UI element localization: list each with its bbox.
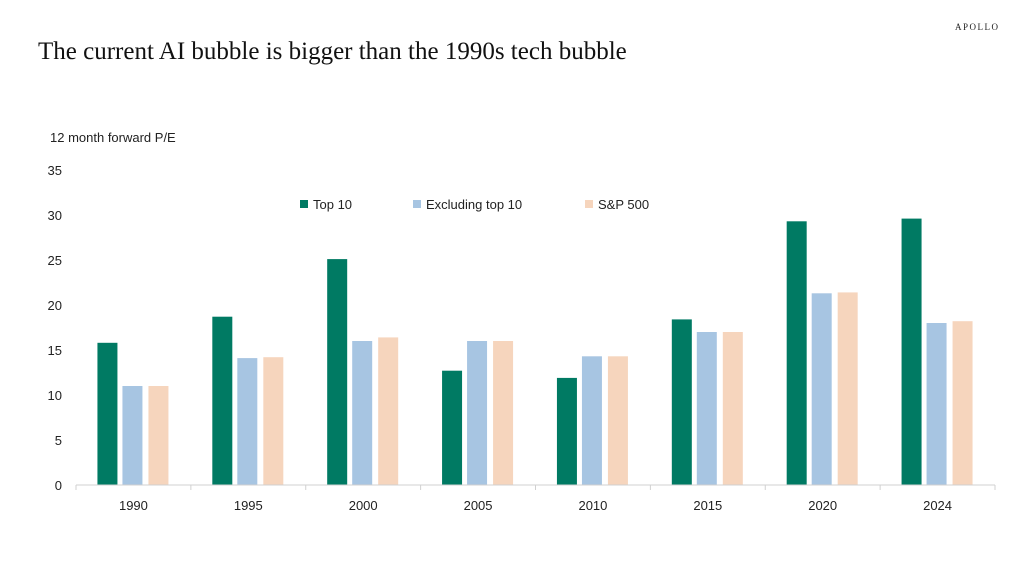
bar-s-p-500-2005 (493, 341, 514, 485)
y-tick-label: 15 (48, 343, 62, 358)
y-tick-label: 35 (48, 163, 62, 178)
legend-label: Excluding top 10 (426, 197, 522, 212)
y-tick-label: 10 (48, 388, 62, 403)
bar-excluding-top-10-2015 (696, 332, 717, 485)
x-tick-label: 2020 (808, 498, 837, 513)
y-axis-label: 12 month forward P/E (50, 130, 176, 145)
legend-swatch (413, 200, 421, 208)
bar-s-p-500-1995 (263, 357, 284, 485)
bar-top-10-2005 (442, 370, 463, 485)
chart-title: The current AI bubble is bigger than the… (38, 38, 627, 65)
bar-s-p-500-2000 (378, 337, 399, 485)
y-tick-label: 20 (48, 298, 62, 313)
x-tick-label: 2000 (349, 498, 378, 513)
bar-excluding-top-10-2005 (467, 341, 488, 485)
y-tick-label: 0 (55, 478, 62, 493)
bar-excluding-top-10-1990 (122, 386, 143, 485)
bar-top-10-2000 (327, 259, 348, 485)
bar-s-p-500-2015 (722, 332, 743, 485)
apollo-logo: APOLLO (955, 22, 1000, 32)
bar-s-p-500-2024 (952, 321, 973, 485)
bar-excluding-top-10-2024 (926, 323, 947, 485)
legend-swatch (300, 200, 308, 208)
bar-top-10-1990 (97, 342, 118, 485)
x-tick-label: 2005 (464, 498, 493, 513)
x-tick-label: 1995 (234, 498, 263, 513)
bar-excluding-top-10-2000 (352, 341, 373, 485)
bar-excluding-top-10-1995 (237, 358, 258, 485)
bar-excluding-top-10-2020 (811, 293, 832, 485)
y-tick-label: 25 (48, 253, 62, 268)
bar-s-p-500-2010 (607, 356, 628, 485)
bar-s-p-500-1990 (148, 386, 169, 485)
y-tick-label: 30 (48, 208, 62, 223)
bar-s-p-500-2020 (837, 292, 858, 485)
y-tick-label: 5 (55, 433, 62, 448)
bar-top-10-2020 (786, 221, 807, 486)
legend-label: Top 10 (313, 197, 352, 212)
bar-top-10-2024 (901, 218, 922, 485)
legend-label: S&P 500 (598, 197, 649, 212)
bar-excluding-top-10-2010 (581, 356, 602, 485)
bar-top-10-1995 (212, 316, 233, 485)
bar-top-10-2015 (671, 319, 692, 485)
x-tick-label: 2015 (693, 498, 722, 513)
bar-top-10-2010 (556, 377, 577, 485)
x-tick-label: 2010 (578, 498, 607, 513)
x-tick-label: 2024 (923, 498, 952, 513)
x-tick-label: 1990 (119, 498, 148, 513)
legend-swatch (585, 200, 593, 208)
